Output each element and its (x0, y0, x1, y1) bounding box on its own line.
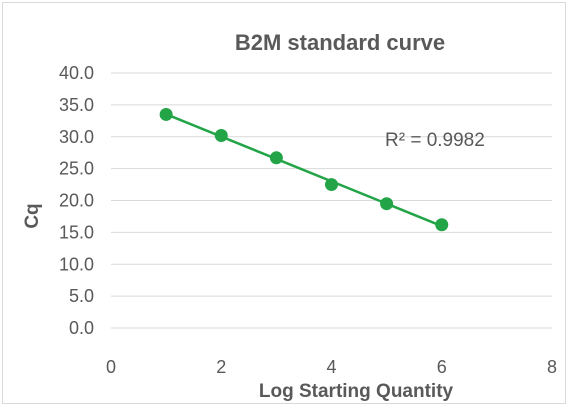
y-tick-label: 20.0 (59, 191, 94, 211)
data-point (159, 107, 173, 121)
chart-title: B2M standard curve (235, 30, 445, 55)
y-tick-label: 0.0 (69, 318, 94, 338)
x-axis-title: Log Starting Quantity (259, 381, 454, 402)
x-axis-ticks: 0 2 4 6 8 (106, 357, 557, 377)
y-tick-label: 15.0 (59, 222, 94, 242)
x-tick-label: 2 (216, 357, 226, 377)
y-tick-label: 25.0 (59, 159, 94, 179)
trendline-group (165, 113, 443, 228)
data-points (159, 107, 449, 232)
x-tick-label: 4 (326, 357, 336, 377)
data-point (325, 178, 338, 192)
data-point (435, 218, 449, 232)
data-point (380, 197, 394, 211)
y-axis-title: Cq (22, 203, 43, 228)
x-tick-label: 8 (547, 357, 557, 377)
chart-frame (2, 2, 566, 404)
trendline (165, 113, 443, 228)
y-tick-label: 10.0 (59, 254, 94, 274)
gridlines (111, 72, 552, 329)
x-tick-label: 0 (106, 357, 116, 377)
data-point (269, 151, 283, 165)
y-tick-label: 30.0 (59, 127, 94, 147)
x-tick-label: 6 (437, 357, 447, 377)
r-squared-label: R² = 0.9982 (385, 130, 485, 151)
y-tick-label: 40.0 (59, 63, 94, 83)
y-tick-label: 35.0 (59, 95, 94, 115)
y-axis-ticks: 0.0 5.0 10.0 15.0 20.0 25.0 30.0 35.0 40.0 (59, 63, 94, 338)
data-point (214, 128, 228, 142)
y-tick-label: 5.0 (69, 286, 94, 306)
